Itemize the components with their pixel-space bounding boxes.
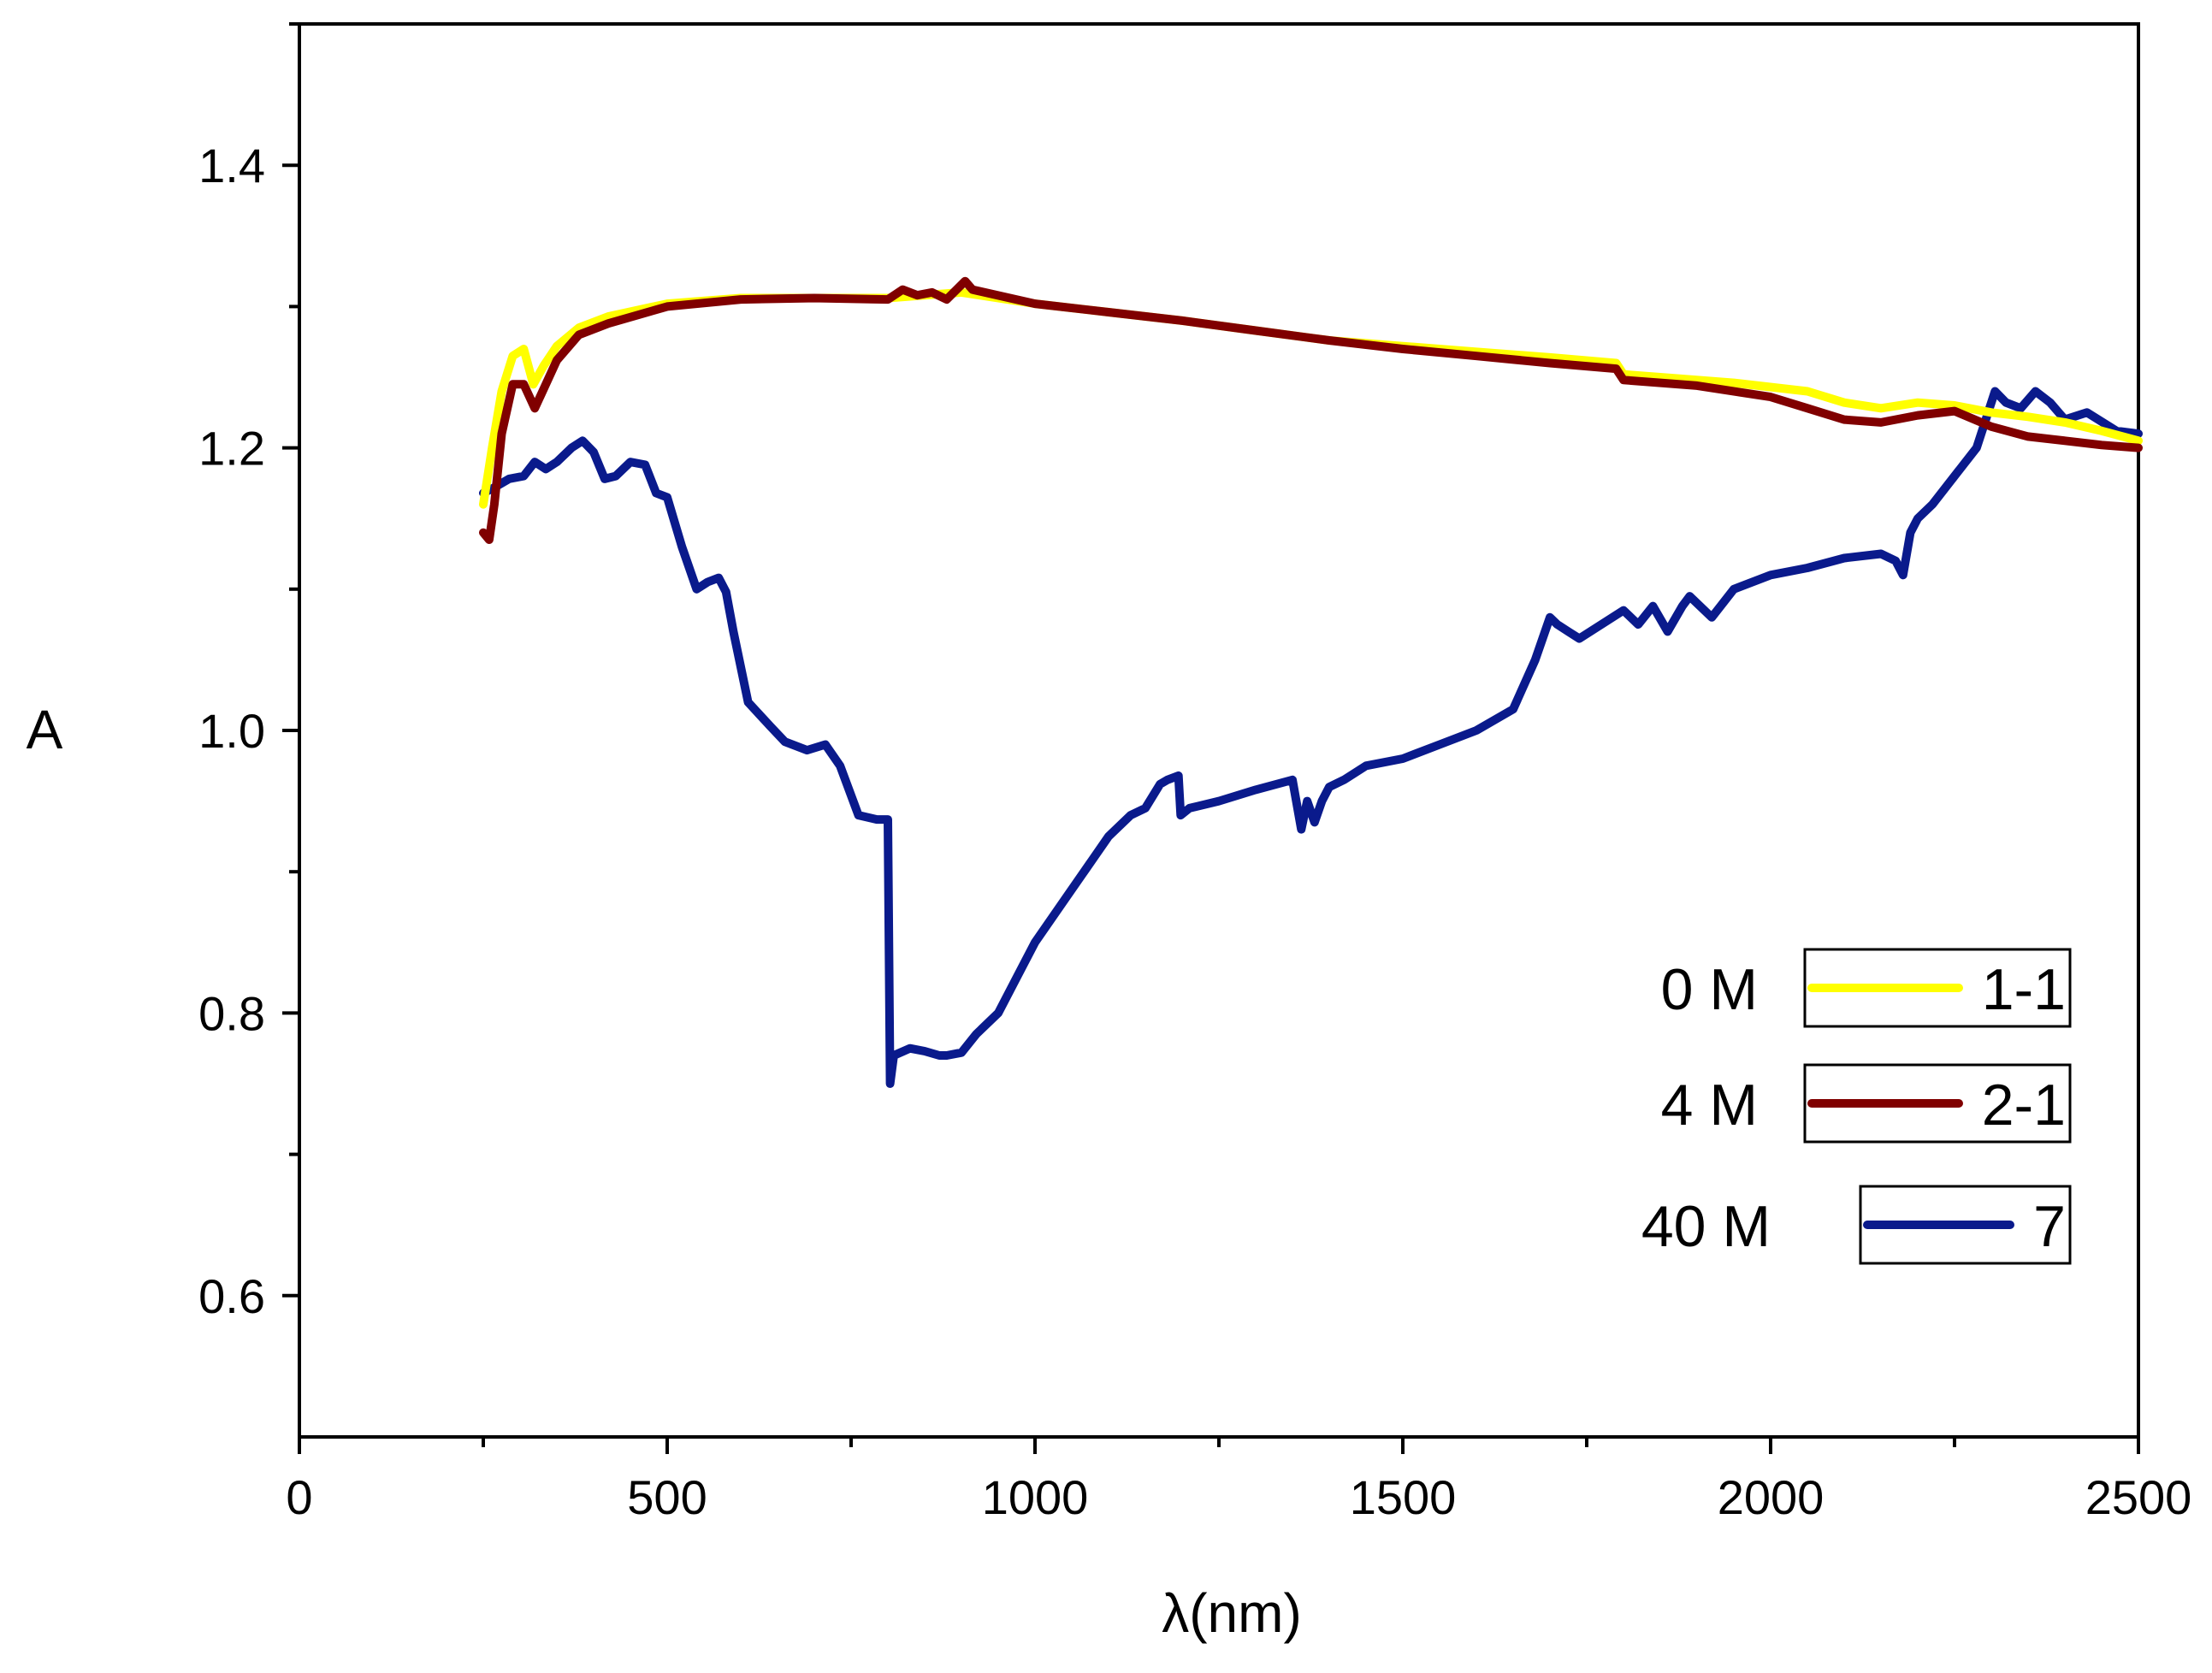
legend: 1-1 0 M 2-1 4 M 7 40 M (1641, 948, 2072, 1265)
y-tick-label: 1.0 (198, 704, 265, 758)
series-line-1-1 (479, 287, 2143, 509)
y-tick-label: 0.6 (198, 1269, 265, 1323)
series-layer (479, 276, 2143, 1088)
legend-box (1859, 1185, 2072, 1265)
series-line-7 (479, 387, 2143, 1088)
legend-key: 7 (2033, 1194, 2066, 1259)
legend-key: 1-1 (1982, 957, 2066, 1022)
legend-label: 40 M (1641, 1194, 1771, 1259)
y-tick-label: 0.8 (198, 986, 265, 1040)
x-axis-title: λ(nm) (1162, 1582, 1302, 1644)
plot-frame (298, 22, 2140, 1439)
y-tick-label: 1.2 (198, 422, 265, 476)
legend-box (1803, 948, 2072, 1028)
y-tick-label: 1.4 (198, 139, 265, 192)
x-tick-label: 1000 (982, 1470, 1089, 1524)
legend-box (1803, 1063, 2072, 1144)
legend-label: 4 M (1661, 1073, 1758, 1138)
legend-label: 0 M (1661, 957, 1758, 1022)
x-tick-label: 0 (286, 1470, 312, 1524)
x-tick-label: 500 (627, 1470, 707, 1524)
plot-area (298, 22, 2140, 1439)
x-tick-label: 2000 (1718, 1470, 1825, 1524)
y-axis-title: A (27, 699, 63, 760)
legend-key: 2-1 (1982, 1073, 2066, 1138)
x-tick-label: 2500 (2085, 1470, 2192, 1524)
x-tick-label: 1500 (1350, 1470, 1457, 1524)
series-line-2-1 (479, 276, 2143, 544)
axes-layer: λ(nm) A 0 500 1000 1500 2000 2500 0.6 0.8 1.0 1.2… (27, 22, 2192, 1644)
